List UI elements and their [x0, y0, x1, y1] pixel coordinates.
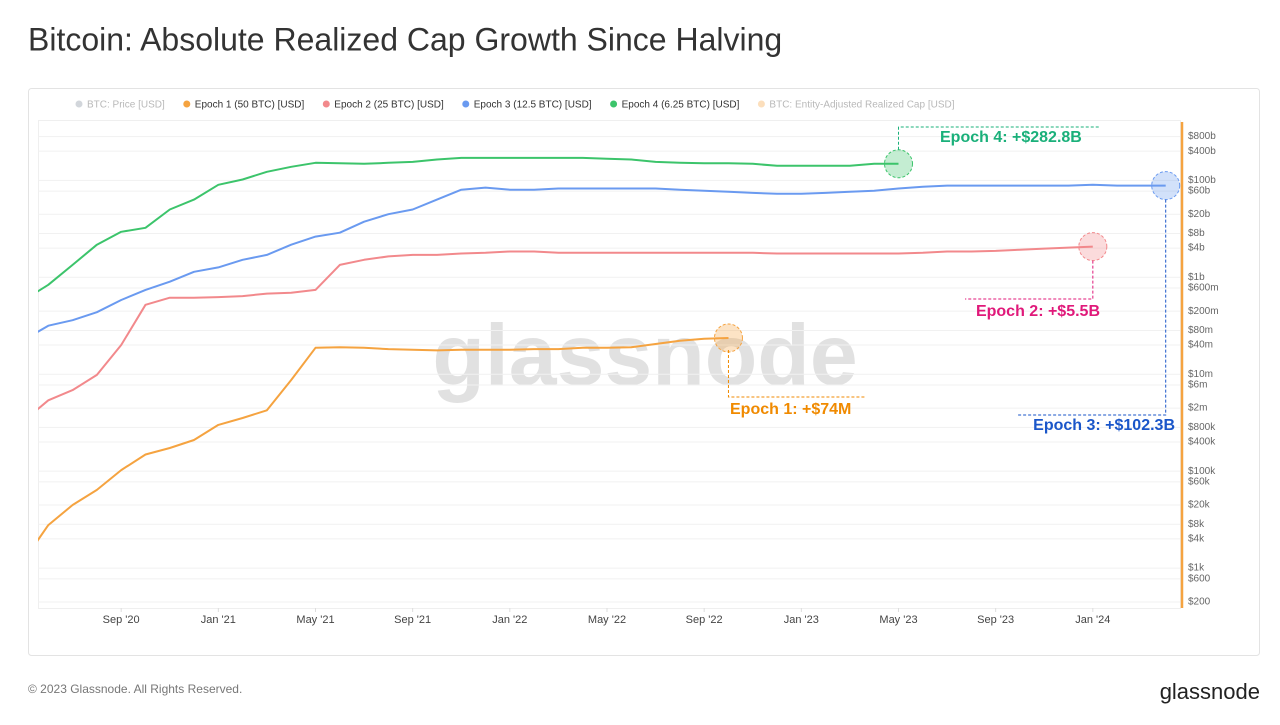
- x-tick-label: Sep '20: [103, 614, 140, 626]
- y-tick-label: $8b: [1188, 228, 1205, 239]
- footer: © 2023 Glassnode. All Rights Reserved.: [28, 682, 242, 696]
- end-marker: [1151, 171, 1181, 201]
- y-tick-label: $6m: [1188, 380, 1207, 391]
- series-line: [38, 337, 729, 542]
- y-tick-label: $8k: [1188, 519, 1205, 530]
- x-tick-label: Sep '22: [686, 614, 723, 626]
- overlay: Epoch 1: +$74M Epoch 2: +$5.5B Epoch 3: +$…: [75, 100, 1181, 434]
- y-tick-label: $60k: [1188, 477, 1211, 488]
- x-tick-label: Jan '21: [201, 614, 236, 626]
- end-marker: [1078, 232, 1108, 262]
- y-tick-label: $1b: [1188, 272, 1205, 283]
- x-tick-label: Sep '23: [977, 614, 1014, 626]
- annotation: Epoch 4: +$282.8B: [940, 129, 1082, 146]
- end-marker: [884, 149, 913, 179]
- end-marker: [713, 323, 743, 353]
- legend-item: Epoch 4 (6.25 BTC) [USD]: [610, 100, 740, 111]
- y-tick-label: $400k: [1188, 437, 1216, 448]
- plot-area: [38, 120, 1181, 609]
- annotation-leader: [898, 126, 1100, 150]
- y-tick-label: $600m: [1188, 283, 1219, 294]
- annotation-leader: [965, 260, 1094, 300]
- x-tick-label: May '21: [296, 614, 334, 626]
- annotation: Epoch 2: +$5.5B: [976, 303, 1100, 320]
- series-line: [38, 156, 899, 293]
- legend-swatch: [322, 100, 330, 108]
- y-tick-label: $200m: [1188, 306, 1219, 317]
- annotation: Epoch 3: +$102.3B: [1033, 417, 1175, 434]
- legend-label: BTC: Entity-Adjusted Realized Cap [USD]: [769, 100, 954, 111]
- series-line: [38, 183, 1166, 333]
- legend-swatch: [610, 100, 618, 108]
- legend-label: Epoch 3 (12.5 BTC) [USD]: [474, 100, 592, 111]
- y-tick-label: $400b: [1188, 146, 1216, 157]
- x-tick-label: Jan '24: [1075, 614, 1110, 626]
- annotation-leader: [727, 349, 866, 398]
- chart-title: Bitcoin: Absolute Realized Cap Growth Si…: [28, 21, 782, 57]
- x-tick-label: May '23: [879, 614, 917, 626]
- y-tick-label: $100b: [1188, 175, 1216, 186]
- y-tick-label: $40m: [1188, 340, 1213, 351]
- legend-label: Epoch 2 (25 BTC) [USD]: [334, 100, 444, 111]
- y-tick-label: $600: [1188, 573, 1211, 584]
- legend-label: Epoch 4 (6.25 BTC) [USD]: [622, 100, 740, 111]
- logo: glassnode: [1160, 679, 1260, 704]
- legend-item: BTC: Entity-Adjusted Realized Cap [USD]: [757, 100, 955, 111]
- legend-swatch: [75, 100, 83, 108]
- annotation-leader: [1018, 199, 1167, 416]
- y-tick-label: $4b: [1188, 243, 1205, 254]
- y-tick-label: $200: [1188, 597, 1211, 608]
- y-tick-label: $100k: [1188, 466, 1216, 477]
- x-tick-label: Jan '23: [784, 614, 819, 626]
- lines: [38, 156, 1166, 542]
- legend-label: Epoch 1 (50 BTC) [USD]: [195, 100, 305, 111]
- legend-swatch: [183, 100, 191, 108]
- y-tick-label: $60b: [1188, 186, 1211, 197]
- chart-frame: [28, 88, 1260, 656]
- legend-item: BTC: Price [USD]: [75, 100, 165, 111]
- annotation: Epoch 1: +$74M: [730, 401, 851, 418]
- series-line: [38, 245, 1093, 411]
- y-tick-label: $10m: [1188, 369, 1213, 380]
- grid: $800b $400b $100b$60b $20b $8b $4b $1b$600m $20…: [38, 131, 1219, 626]
- legend-label: BTC: Price [USD]: [87, 100, 165, 111]
- y-tick-label: $20b: [1188, 209, 1211, 220]
- y-tick-label: $20k: [1188, 500, 1211, 511]
- legend-item: Epoch 2 (25 BTC) [USD]: [322, 100, 444, 111]
- y-tick-label: $800b: [1188, 131, 1216, 142]
- legend-swatch: [757, 100, 765, 108]
- legend-item: Epoch 1 (50 BTC) [USD]: [183, 100, 305, 111]
- x-tick-label: Sep '21: [394, 614, 431, 626]
- y-tick-label: $800k: [1188, 422, 1216, 433]
- x-tick-label: Jan '22: [492, 614, 527, 626]
- y-tick-label: $80m: [1188, 325, 1213, 336]
- legend-item: Epoch 3 (12.5 BTC) [USD]: [462, 100, 592, 111]
- y-tick-label: $4k: [1188, 534, 1205, 545]
- legend-swatch: [462, 100, 470, 108]
- watermark: glassnode: [432, 308, 857, 404]
- x-tick-label: May '22: [588, 614, 626, 626]
- y-tick-label: $1k: [1188, 563, 1205, 574]
- y-tick-label: $2m: [1188, 403, 1207, 414]
